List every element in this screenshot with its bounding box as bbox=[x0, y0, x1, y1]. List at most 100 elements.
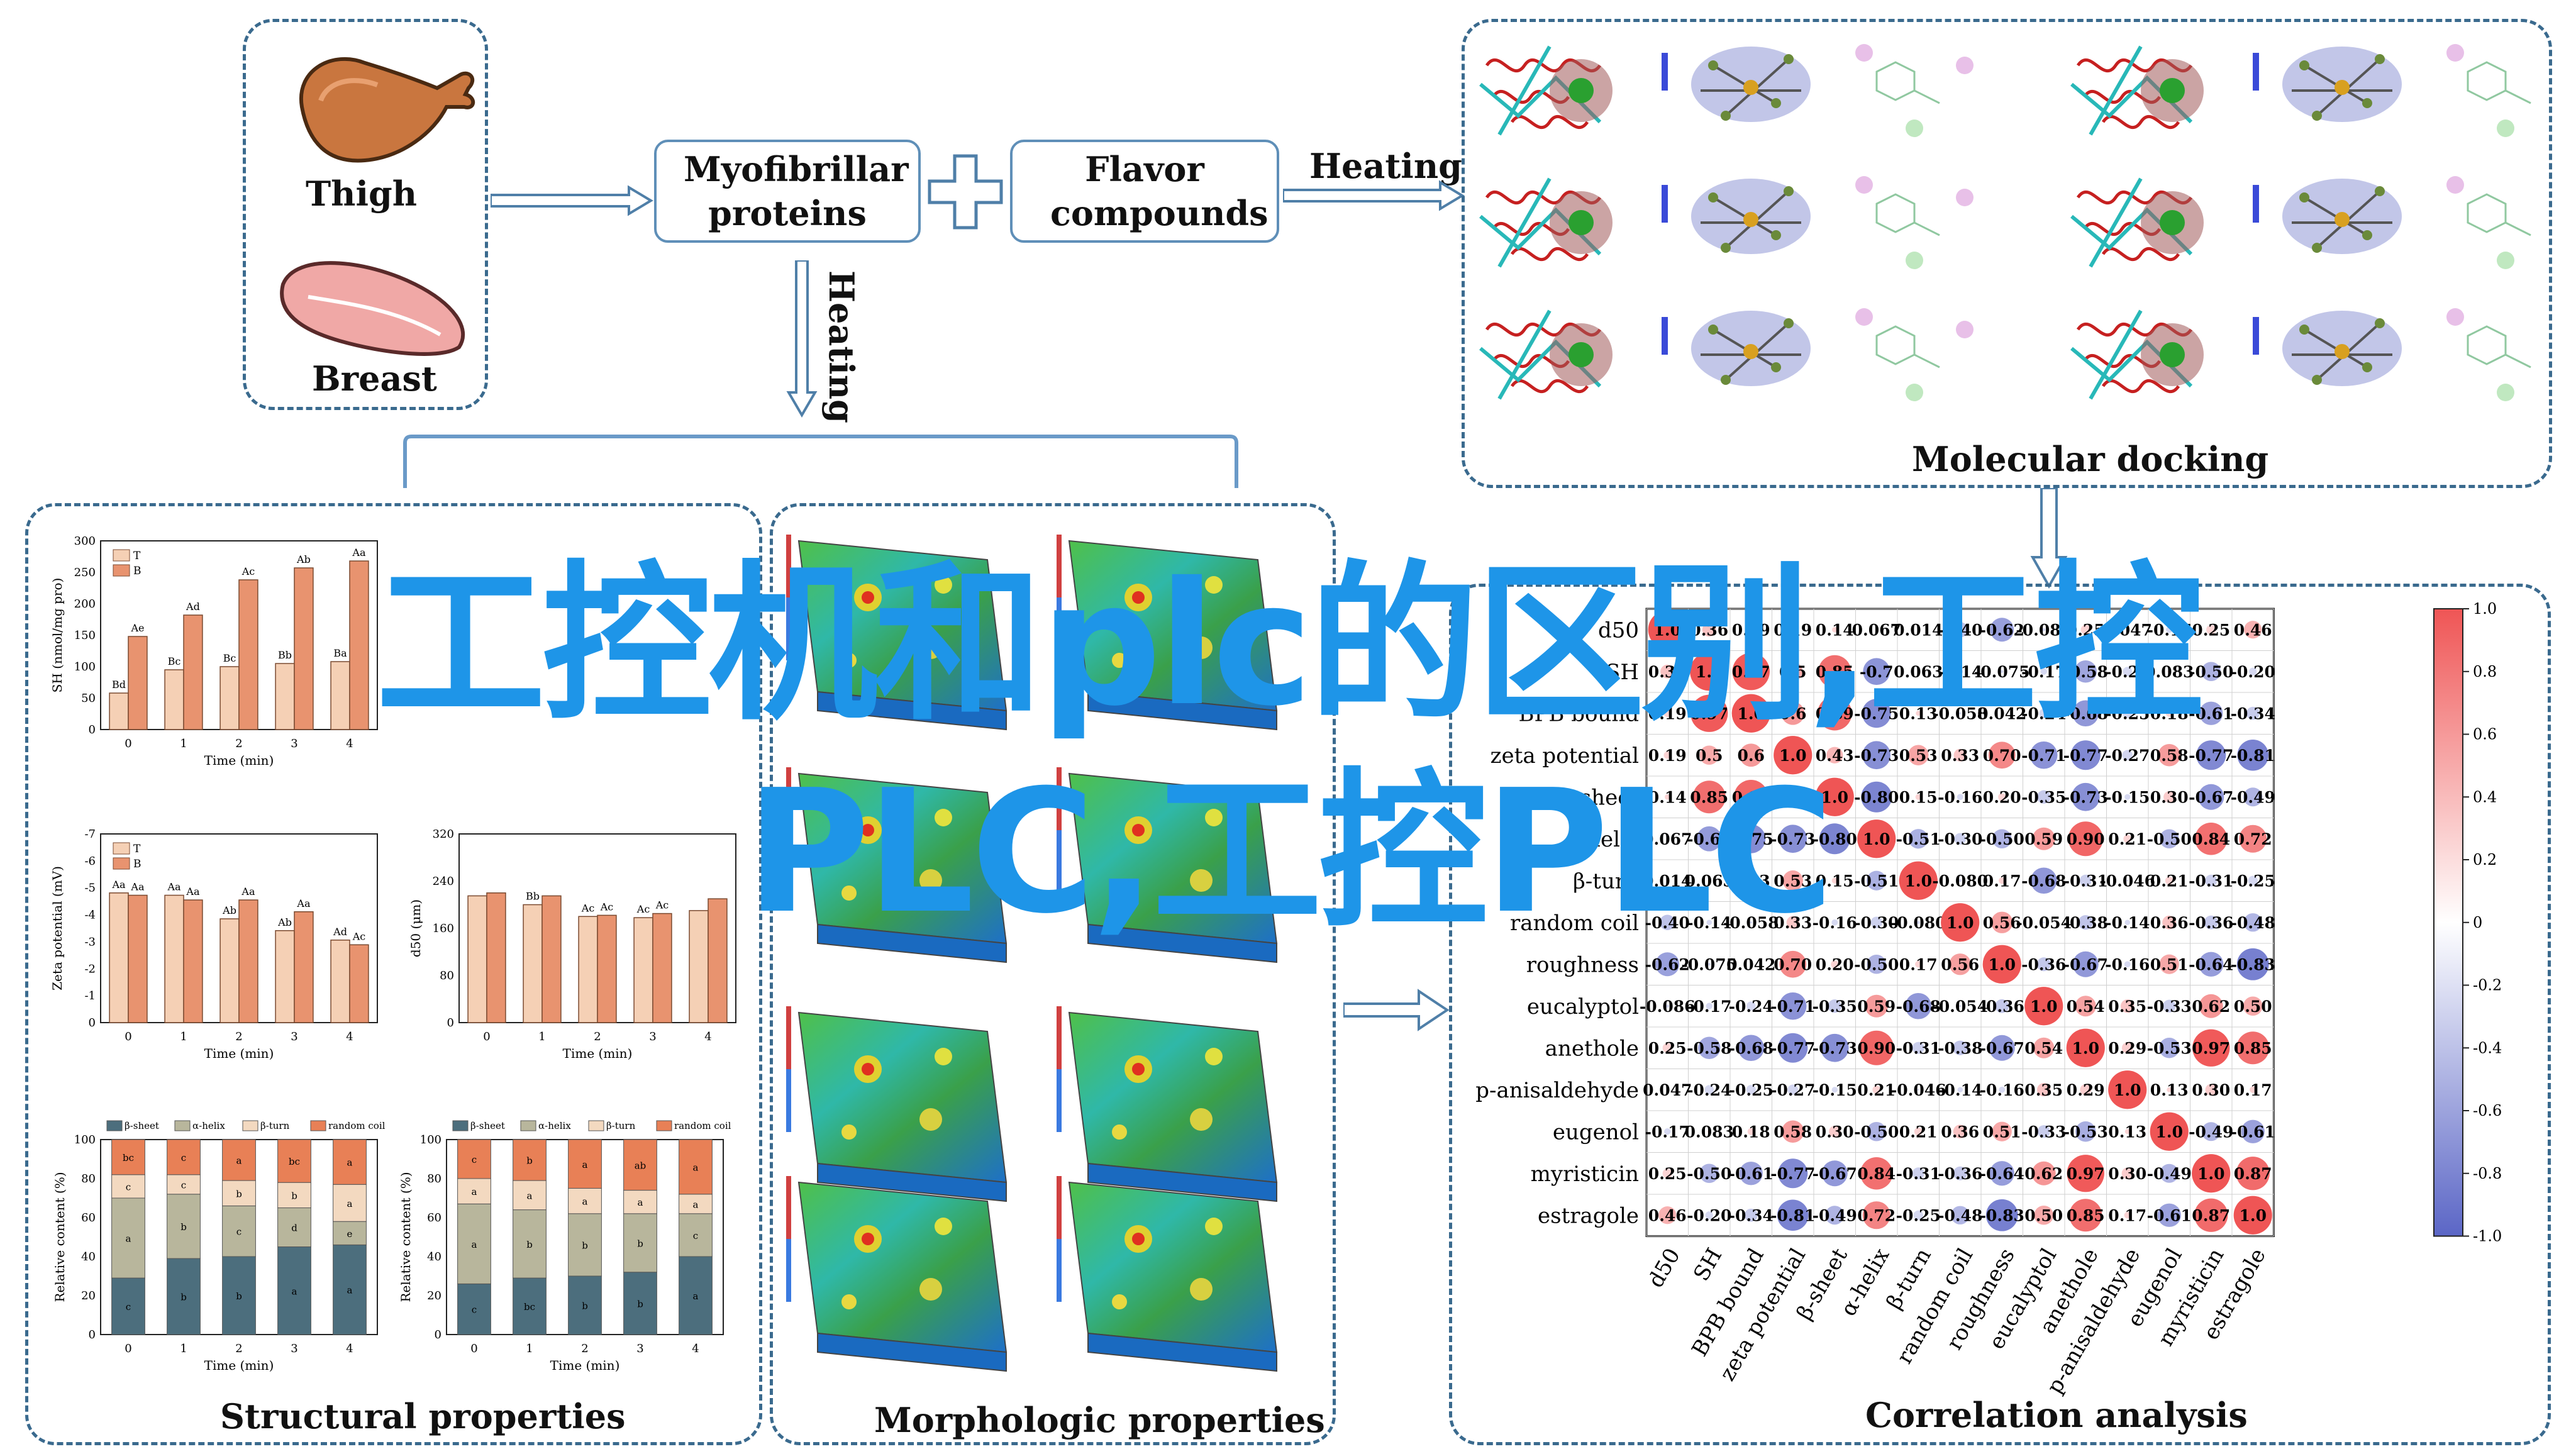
correlation-circle bbox=[2165, 709, 2173, 717]
row-label: eucalyptol bbox=[1527, 994, 1639, 1019]
correlation-circle bbox=[1663, 709, 1672, 718]
x-tick-label: 0 bbox=[125, 1030, 131, 1043]
bar bbox=[128, 894, 148, 1023]
correlation-value: -0.34 bbox=[1729, 1206, 1774, 1224]
morphologic-title: Morphologic properties bbox=[874, 1400, 1325, 1440]
correlation-circle bbox=[1747, 626, 1755, 634]
correlation-value: 1.0 bbox=[1946, 914, 1974, 932]
y-tick-label: 100 bbox=[74, 1133, 96, 1146]
correlation-value: -0.73 bbox=[1854, 747, 1899, 765]
stack-segment bbox=[513, 1180, 547, 1211]
correlation-value: -0.075 bbox=[1681, 955, 1737, 974]
bar-letter: Bb bbox=[278, 649, 292, 661]
legend-swatch bbox=[174, 1120, 191, 1131]
stack-segment bbox=[568, 1275, 602, 1335]
correlation-value: -0.14 bbox=[1687, 914, 1731, 932]
correlation-value: -0.25 bbox=[1729, 1081, 1774, 1099]
correlation-value: 1.0 bbox=[2030, 997, 2058, 1016]
correlation-value: 0.84 bbox=[1857, 1165, 1896, 1183]
segment-letter: a bbox=[472, 1239, 477, 1250]
correlation-circle bbox=[1912, 1167, 1924, 1180]
correlation-circle bbox=[2033, 1037, 2055, 1058]
correlation-circle bbox=[1750, 921, 1753, 924]
correlation-value: 1.0 bbox=[1821, 788, 1849, 806]
bar-letter: Ad bbox=[333, 926, 347, 938]
correlation-value: 1.0 bbox=[1863, 830, 1890, 848]
correlation-circle bbox=[2072, 951, 2099, 977]
correlation-circle bbox=[1941, 903, 1980, 942]
correlation-value: -0.50 bbox=[2147, 830, 2192, 848]
correlation-value: 0.047 bbox=[2103, 621, 2152, 639]
correlation-value: 0.90 bbox=[2067, 830, 2105, 848]
correlation-value: 0.97 bbox=[1690, 704, 1728, 723]
correlation-value: 0.5 bbox=[1779, 663, 1807, 681]
y-tick-label: 250 bbox=[74, 566, 96, 579]
correlation-circle bbox=[1863, 658, 1890, 686]
correlation-circle bbox=[2248, 875, 2258, 886]
heating-label-horizontal: Heating bbox=[1309, 146, 1462, 186]
colorbar-tick-label: 0.8 bbox=[2473, 663, 2497, 680]
correlation-value: -0.49 bbox=[1813, 1206, 1857, 1224]
stack-segment bbox=[111, 1139, 145, 1175]
correlation-value: -0.15 bbox=[2105, 788, 2150, 806]
correlation-circle bbox=[2121, 1167, 2133, 1179]
correlation-value: 0.13 bbox=[1899, 704, 1938, 723]
stack-segment bbox=[568, 1139, 602, 1189]
correlation-circle bbox=[2198, 784, 2224, 810]
correlation-circle bbox=[1917, 1089, 1919, 1091]
y-tick-label: 0 bbox=[89, 1016, 96, 1030]
bar bbox=[652, 913, 672, 1023]
correlation-value: -0.16 bbox=[2105, 955, 2150, 974]
correlation-value: 0.97 bbox=[1732, 663, 1770, 681]
correlation-value: -0.7 bbox=[1860, 663, 1894, 681]
segment-letter: a bbox=[527, 1190, 533, 1201]
correlation-circle bbox=[2030, 867, 2057, 894]
bar bbox=[238, 899, 258, 1023]
correlation-circle bbox=[2167, 1087, 2172, 1092]
correlation-value: -0.16 bbox=[1938, 788, 1982, 806]
molecular-docking-panel bbox=[1462, 19, 2552, 488]
correlation-value: -0.80 bbox=[1854, 788, 1899, 806]
y-tick-label: 0 bbox=[89, 723, 96, 736]
bar-letter: Aa bbox=[130, 881, 145, 893]
correlation-circle bbox=[1999, 877, 2006, 884]
segment-letter: b bbox=[236, 1188, 242, 1199]
correlation-circle bbox=[1953, 1166, 1967, 1180]
bar-letter: Aa bbox=[186, 886, 200, 897]
correlation-circle bbox=[1706, 1002, 1713, 1009]
stack-segment bbox=[679, 1194, 713, 1214]
correlation-value: 0.89 bbox=[1732, 788, 1770, 806]
correlation-value: -0.68 bbox=[2063, 704, 2108, 723]
bar-letter: Aa bbox=[241, 886, 255, 897]
stack-segment bbox=[167, 1139, 201, 1175]
correlation-circle bbox=[1861, 781, 1892, 813]
correlation-circle bbox=[2031, 1161, 2056, 1185]
segment-letter: c bbox=[472, 1154, 477, 1165]
x-tick-label: 0 bbox=[483, 1030, 490, 1043]
correlation-circle bbox=[1916, 921, 1920, 924]
correlation-circle bbox=[1957, 794, 1963, 801]
correlation-value: -0.50 bbox=[1980, 830, 2024, 848]
legend-swatch bbox=[520, 1120, 536, 1131]
overlay-title-line1: 工控机和plc的区别,工控 bbox=[375, 545, 2204, 743]
stack-segment bbox=[623, 1272, 657, 1335]
correlation-circle bbox=[1787, 1084, 1799, 1096]
bar-chart: 0 50 100 150 200 250 300 SH (nmol/mg pro) 0 1 2 3 4 T… bbox=[50, 535, 378, 768]
correlation-value: -0.83 bbox=[2231, 955, 2275, 974]
correlation-value: -0.61 bbox=[2147, 1206, 2192, 1224]
correlation-circle bbox=[2236, 1157, 2270, 1191]
correlation-circle bbox=[2237, 739, 2269, 771]
correlation-circle bbox=[1818, 655, 1852, 688]
segment-letter: a bbox=[347, 1285, 353, 1296]
correlation-circle bbox=[2236, 1031, 2270, 1065]
correlation-value: 1.0 bbox=[1738, 704, 1765, 723]
correlation-value: -0.68 bbox=[1896, 997, 1941, 1016]
correlation-value: 0.85 bbox=[2067, 1206, 2105, 1224]
x-tick-label: 0 bbox=[470, 1342, 477, 1355]
correlation-value: 1.0 bbox=[2156, 1123, 2184, 1141]
segment-letter: c bbox=[126, 1181, 131, 1192]
correlation-circle bbox=[1989, 1035, 2015, 1061]
plus-icon bbox=[928, 154, 1003, 230]
correlation-circle bbox=[2042, 628, 2046, 631]
correlation-circle bbox=[1690, 694, 1728, 732]
